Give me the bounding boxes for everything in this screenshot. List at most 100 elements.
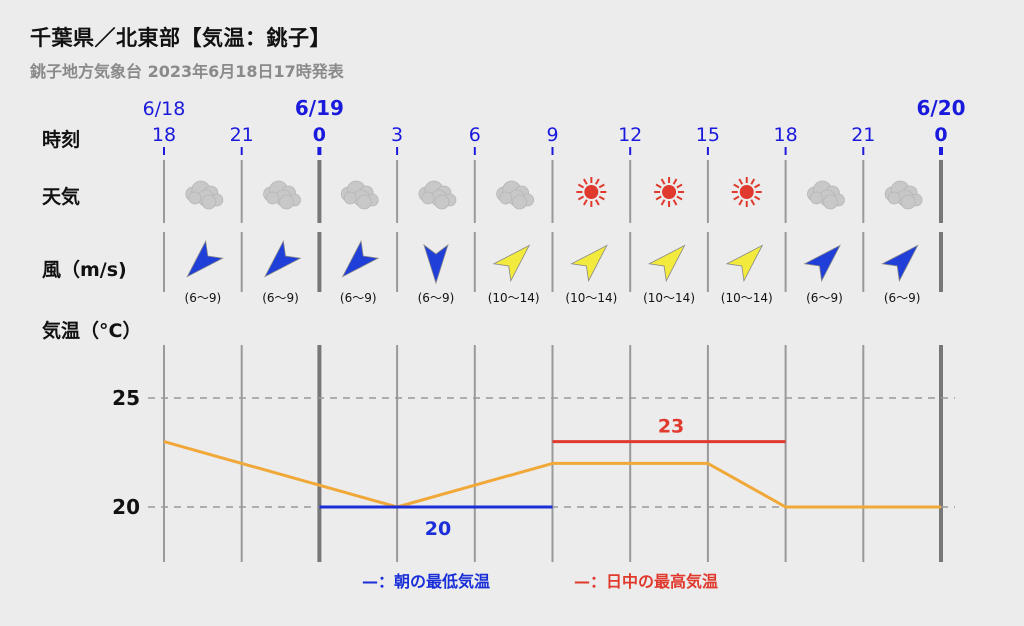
- cloud-puff: [421, 191, 435, 205]
- sunny-icon: [731, 177, 762, 207]
- hour-label: 18: [152, 124, 176, 146]
- cloud-puff: [434, 194, 450, 210]
- wind-speed-label: (6〜9): [262, 291, 299, 305]
- cloud-puff: [356, 194, 372, 210]
- y-tick-label: 20: [112, 495, 140, 519]
- y-tick-label: 25: [112, 386, 140, 410]
- wind-arrow-icon: [264, 239, 302, 278]
- wind-arrow-icon: [492, 244, 531, 283]
- header: 千葉県／北東部【気温：銚子】 銚子地方気象台 2023年6月18日17時発表: [30, 22, 344, 82]
- hour-label: 18: [774, 124, 798, 146]
- cloud-puff: [279, 194, 294, 210]
- sun-ray: [754, 195, 761, 201]
- sun-core: [584, 185, 599, 199]
- sun-ray: [754, 183, 761, 189]
- wind-arrow-icon: [725, 244, 764, 283]
- wind-arrow-icon: [803, 244, 841, 283]
- hour-label: 3: [391, 124, 403, 146]
- sun-ray: [655, 195, 662, 201]
- cloud-puff: [201, 194, 217, 210]
- legend-min-temp: —：朝の最低気温: [362, 572, 490, 591]
- cloud-puff: [499, 191, 513, 205]
- sun-ray: [750, 199, 756, 206]
- sun-ray: [655, 183, 662, 189]
- sun-ray: [598, 183, 605, 189]
- min-temp-label: 20: [425, 518, 451, 540]
- sun-ray: [733, 195, 740, 201]
- cloudy-icon: [884, 180, 923, 210]
- sun-ray: [750, 178, 756, 185]
- sun-ray: [676, 195, 683, 201]
- wind-speed-label: (6〜9): [806, 291, 843, 305]
- hour-label: 15: [696, 124, 720, 146]
- legend-max-temp: —：日中の最高気温: [574, 572, 718, 591]
- sunny-icon: [654, 177, 685, 207]
- sun-ray: [582, 199, 588, 206]
- sun-ray: [660, 199, 666, 206]
- cloud-puff: [266, 191, 279, 205]
- hour-label: 21: [851, 124, 875, 146]
- sun-ray: [577, 195, 585, 201]
- date-label: 6/19: [295, 96, 344, 120]
- hour-label: 0: [934, 124, 947, 146]
- wind-speed-label: (6〜9): [418, 291, 455, 305]
- hour-label: 0: [313, 124, 326, 146]
- hour-label: 9: [546, 124, 558, 146]
- cloudy-icon: [185, 180, 224, 210]
- wind-arrow-icon: [881, 244, 919, 283]
- sun-ray: [577, 183, 585, 189]
- wind-speed-label: (10〜14): [565, 291, 617, 305]
- wind-speed-label: (6〜9): [884, 291, 921, 305]
- time-row-label: 時刻: [42, 128, 80, 151]
- cloud-puff: [343, 191, 357, 205]
- sun-ray: [594, 178, 600, 185]
- wind-arrow-icon: [423, 243, 449, 285]
- cloudy-icon: [340, 180, 379, 210]
- wind-speed-label: (10〜14): [643, 291, 695, 305]
- cloud-puff: [512, 194, 528, 210]
- temp-row-label: 気温（°C）: [42, 319, 141, 342]
- wind-arrow-icon: [186, 239, 224, 278]
- page-subtitle: 銚子地方気象台 2023年6月18日17時発表: [30, 62, 344, 81]
- sun-ray: [738, 178, 744, 185]
- cloud-puff: [823, 194, 838, 210]
- cloud-puff: [887, 191, 901, 205]
- cloudy-icon: [263, 180, 301, 210]
- wind-speed-label: (10〜14): [721, 291, 773, 305]
- sun-ray: [672, 178, 678, 185]
- cloudy-icon: [418, 180, 457, 210]
- sun-ray: [738, 199, 744, 206]
- sun-ray: [660, 178, 666, 185]
- sun-ray: [733, 183, 740, 189]
- wind-speed-label: (6〜9): [185, 291, 222, 305]
- temperature-line: [163, 440, 941, 509]
- sun-ray: [672, 199, 678, 206]
- sun-core: [739, 185, 754, 199]
- cloud-puff: [900, 194, 916, 210]
- sun-ray: [582, 178, 588, 185]
- cloudy-icon: [496, 180, 535, 210]
- cloudy-icon: [807, 180, 845, 210]
- sun-ray: [676, 183, 683, 189]
- sun-ray: [598, 195, 605, 201]
- cloud-puff: [810, 191, 823, 205]
- weather-row-label: 天気: [42, 185, 80, 208]
- cloud-puff: [188, 191, 202, 205]
- sunny-icon: [576, 177, 607, 207]
- wind-arrow-icon: [570, 244, 608, 283]
- hour-label: 12: [618, 124, 642, 146]
- wind-speed-label: (6〜9): [340, 291, 377, 305]
- wind-arrow-icon: [341, 239, 380, 278]
- hour-label: 6: [469, 124, 481, 146]
- wind-row-label: 風（m/s): [42, 258, 127, 281]
- wind-arrow-icon: [647, 244, 686, 283]
- date-label: 6/18: [143, 98, 186, 120]
- sun-ray: [594, 199, 600, 206]
- page-title: 千葉県／北東部【気温：銚子】: [30, 26, 331, 50]
- max-temp-label: 23: [658, 416, 684, 438]
- sun-core: [662, 185, 677, 199]
- date-label: 6/20: [916, 96, 965, 120]
- hour-label: 21: [230, 124, 254, 146]
- wind-speed-label: (10〜14): [488, 291, 540, 305]
